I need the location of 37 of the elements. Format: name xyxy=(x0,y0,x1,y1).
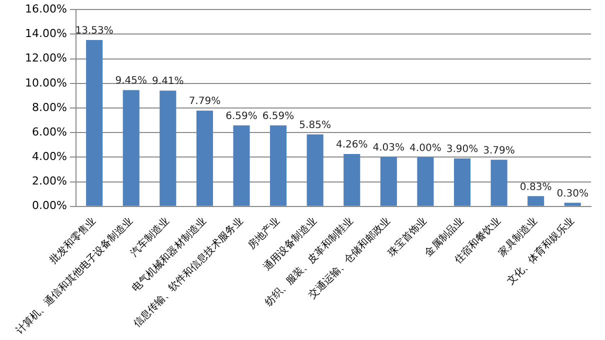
data-label: 4.03% xyxy=(372,142,405,154)
bar xyxy=(417,157,434,206)
data-label: 13.53% xyxy=(75,26,114,37)
bar xyxy=(306,134,324,206)
data-label: 3.90% xyxy=(446,144,478,156)
bar xyxy=(86,40,103,206)
data-label: 7.79% xyxy=(188,96,221,108)
y-tick-label: 2.00% xyxy=(32,174,67,188)
y-tick-label: 14.00% xyxy=(24,27,67,40)
bar xyxy=(233,125,250,206)
y-tick-label: 0.00% xyxy=(32,199,67,212)
bar xyxy=(490,160,508,206)
bar xyxy=(160,90,176,206)
bar xyxy=(122,90,140,206)
data-label: 5.85% xyxy=(299,120,331,132)
y-tick-label: 12.00% xyxy=(24,52,67,65)
data-label: 3.79% xyxy=(483,145,515,156)
bar xyxy=(344,154,360,206)
bar xyxy=(564,202,581,206)
bar xyxy=(196,110,213,206)
y-tick-label: 6.00% xyxy=(32,125,67,138)
y-tick-label: 8.00% xyxy=(32,100,67,114)
data-label: 0.30% xyxy=(556,188,588,200)
data-label: 4.00% xyxy=(410,142,442,154)
bar xyxy=(454,158,471,206)
data-label: 6.59% xyxy=(262,110,294,122)
data-label: 0.83% xyxy=(520,182,552,193)
data-label: 9.45% xyxy=(115,76,148,87)
y-tick-label: 4.00% xyxy=(32,150,67,164)
data-label: 6.59% xyxy=(226,110,258,122)
data-label: 4.26% xyxy=(336,140,368,151)
bar xyxy=(270,125,287,206)
bar xyxy=(528,196,544,206)
bar xyxy=(380,156,397,206)
data-label: 9.41% xyxy=(152,76,184,88)
y-tick-label: 16.00% xyxy=(24,2,67,16)
y-tick-label: 10.00% xyxy=(24,76,67,90)
